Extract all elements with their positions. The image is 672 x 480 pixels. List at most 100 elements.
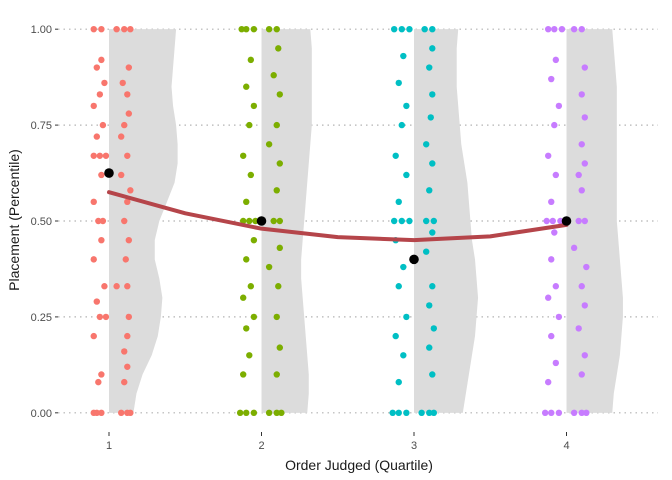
data-point	[90, 332, 97, 340]
data-point	[98, 409, 105, 417]
mean-point	[409, 254, 419, 265]
data-point	[250, 409, 258, 417]
data-point	[581, 64, 588, 71]
data-point	[121, 217, 128, 225]
data-point	[578, 187, 585, 194]
data-point	[578, 25, 585, 33]
data-point	[581, 302, 588, 309]
data-point	[548, 409, 555, 417]
data-point	[403, 102, 410, 110]
data-point	[427, 114, 434, 121]
data-point	[423, 248, 430, 255]
data-point	[400, 52, 407, 60]
density-shape	[261, 29, 312, 413]
data-point	[430, 325, 438, 332]
data-point	[392, 332, 399, 340]
data-point	[99, 217, 107, 225]
data-point	[124, 332, 131, 340]
data-point	[121, 348, 128, 355]
data-point	[96, 91, 104, 98]
x-tick-label: 3	[411, 440, 417, 452]
data-point	[276, 160, 283, 167]
data-point	[124, 91, 131, 98]
data-point	[121, 378, 128, 386]
data-point	[93, 133, 101, 140]
y-tick-label: 0.50	[31, 216, 52, 228]
data-point	[430, 409, 438, 417]
y-axis-title: Placement (Percentile)	[6, 149, 22, 291]
data-point	[429, 25, 436, 33]
data-point	[426, 64, 433, 71]
data-point	[548, 75, 555, 83]
data-point	[240, 152, 247, 159]
data-point	[127, 187, 134, 194]
data-point	[125, 110, 133, 117]
data-point	[273, 187, 280, 194]
data-point	[113, 283, 120, 290]
density-shape	[109, 29, 178, 413]
y-tick-label: 1.00	[31, 24, 52, 36]
data-point	[243, 198, 250, 206]
data-point	[243, 25, 250, 33]
data-point	[236, 409, 244, 417]
data-point	[578, 283, 585, 290]
data-point	[124, 152, 131, 159]
data-point	[545, 294, 552, 301]
data-point	[124, 363, 131, 370]
data-point	[430, 217, 438, 225]
data-point	[276, 217, 283, 225]
data-point	[403, 409, 410, 417]
x-axis-title: Order Judged (Quartile)	[285, 457, 433, 473]
data-point	[102, 152, 110, 159]
data-point	[98, 236, 105, 244]
mean-point	[561, 216, 572, 226]
data-point	[98, 56, 105, 64]
data-point	[426, 344, 433, 351]
data-point	[121, 121, 128, 129]
data-point	[570, 25, 578, 33]
data-point	[98, 25, 105, 33]
data-point	[426, 302, 433, 309]
data-point	[575, 171, 582, 179]
data-point	[250, 102, 258, 110]
data-point	[95, 378, 102, 386]
data-point	[426, 187, 433, 194]
data-point	[581, 217, 588, 225]
data-point	[429, 371, 436, 378]
data-point	[551, 25, 558, 33]
data-point	[548, 256, 555, 263]
data-point	[578, 409, 585, 417]
x-tick-label: 2	[258, 440, 264, 452]
data-point	[96, 152, 104, 159]
data-point	[406, 25, 413, 33]
data-point	[551, 229, 558, 236]
data-point	[121, 25, 128, 33]
data-point	[426, 409, 433, 417]
data-point	[101, 283, 108, 290]
data-point	[90, 152, 97, 159]
data-point	[418, 409, 425, 417]
data-point	[421, 25, 428, 33]
data-point	[276, 91, 283, 98]
mean-point	[104, 168, 114, 178]
data-point	[246, 352, 253, 359]
density-shape	[566, 29, 623, 413]
data-point	[125, 236, 133, 244]
data-point	[429, 283, 436, 290]
data-point	[395, 409, 402, 417]
data-point	[581, 352, 588, 359]
data-point	[545, 152, 552, 159]
data-point	[395, 283, 402, 290]
data-point	[423, 217, 430, 225]
data-point	[119, 79, 126, 87]
data-point	[398, 121, 405, 129]
data-point	[102, 313, 110, 321]
data-point	[398, 25, 405, 33]
data-point	[575, 217, 582, 225]
data-point	[395, 79, 402, 87]
data-point	[125, 64, 133, 71]
data-point	[406, 217, 413, 225]
data-point	[265, 25, 273, 33]
data-point	[278, 409, 285, 417]
data-point	[390, 25, 398, 33]
